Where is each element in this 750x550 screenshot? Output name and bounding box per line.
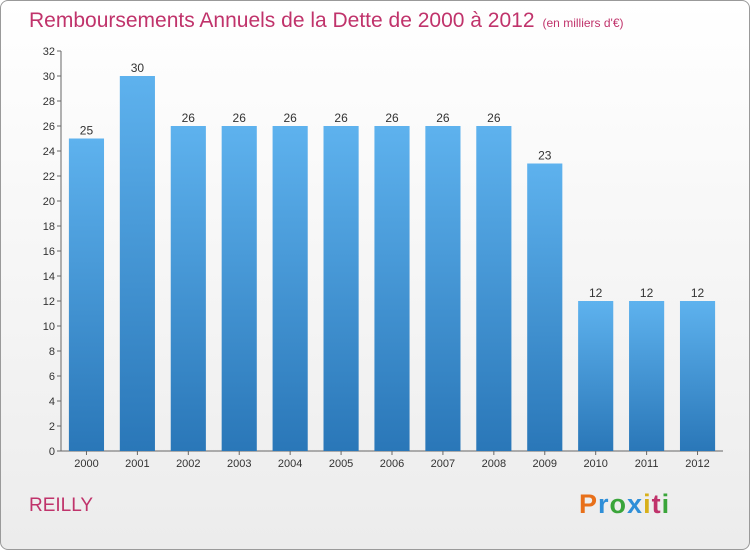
chart-title: Remboursements Annuels de la Dette de 20… [29,9,624,33]
bar [272,126,308,451]
x-tick-label: 2005 [329,458,353,470]
y-tick-label: 6 [49,371,55,383]
bar [221,126,257,451]
y-tick-label: 18 [43,221,55,233]
bar [68,138,105,451]
proxiti-logo: Proxiti [579,489,670,520]
logo-letter: t [651,489,662,519]
y-tick-label: 14 [43,271,55,283]
bar [119,76,155,451]
bar [374,126,410,451]
y-tick-label: 8 [49,346,55,358]
y-tick-label: 20 [43,196,55,208]
x-tick-label: 2001 [125,458,149,470]
commune-name: REILLY [29,495,94,516]
x-tick-label: 2008 [482,458,506,470]
bar-value-label: 12 [589,286,603,300]
y-tick-label: 0 [49,446,55,458]
y-tick-label: 28 [43,96,55,108]
x-tick-label: 2002 [176,458,200,470]
value-labels: 25 30 26 26 26 26 26 26 26 23 12 12 12 [80,61,705,300]
bar-value-label: 25 [80,124,94,138]
x-tick-label: 2003 [227,458,251,470]
bar [476,126,512,451]
x-tick-label: 2012 [685,458,709,470]
y-tick-label: 10 [43,321,55,333]
bar [629,301,665,451]
title-text: Remboursements Annuels de la Dette de 20… [29,9,535,32]
x-tick-label: 2007 [431,458,455,470]
bars [68,76,716,451]
y-tick-label: 12 [43,296,55,308]
bar [170,126,206,451]
bar [679,301,716,451]
y-tick-label: 22 [43,171,55,183]
bar-value-label: 26 [233,111,247,125]
bar-value-label: 26 [487,111,501,125]
logo-letter: x [627,489,644,519]
chart-subtitle: (en milliers d'€) [542,16,624,30]
bar-value-label: 26 [283,111,297,125]
bar-value-label: 26 [334,111,348,125]
logo-letter: P [579,489,599,519]
bar [425,126,461,451]
logo-letter: i [661,489,671,519]
y-tick-label: 26 [43,121,55,133]
bar-value-label: 12 [691,286,705,300]
y-tick-label: 24 [43,146,55,158]
logo-letter: o [609,489,628,519]
bar-value-label: 26 [182,111,196,125]
logo-letter: r [598,489,610,519]
bar-value-label: 23 [538,149,552,163]
bar-value-label: 26 [385,111,399,125]
bar [323,126,359,451]
y-tick-label: 32 [43,46,55,58]
bar [578,301,614,451]
bar-value-label: 30 [131,61,145,75]
x-tick-label: 2000 [74,458,98,470]
bar-value-label: 12 [640,286,654,300]
y-tick-label: 30 [43,71,55,83]
x-tick-label: 2006 [380,458,404,470]
x-tick-label: 2004 [278,458,302,470]
bar-value-label: 26 [436,111,450,125]
bar [527,163,563,451]
y-tick-label: 16 [43,246,55,258]
y-tick-label: 4 [49,396,55,408]
x-tick-label: 2011 [635,458,659,470]
x-tick-label: 2009 [533,458,557,470]
y-tick-label: 2 [49,421,55,433]
x-tick-label: 2010 [583,458,607,470]
logo-letter: i [643,489,652,519]
